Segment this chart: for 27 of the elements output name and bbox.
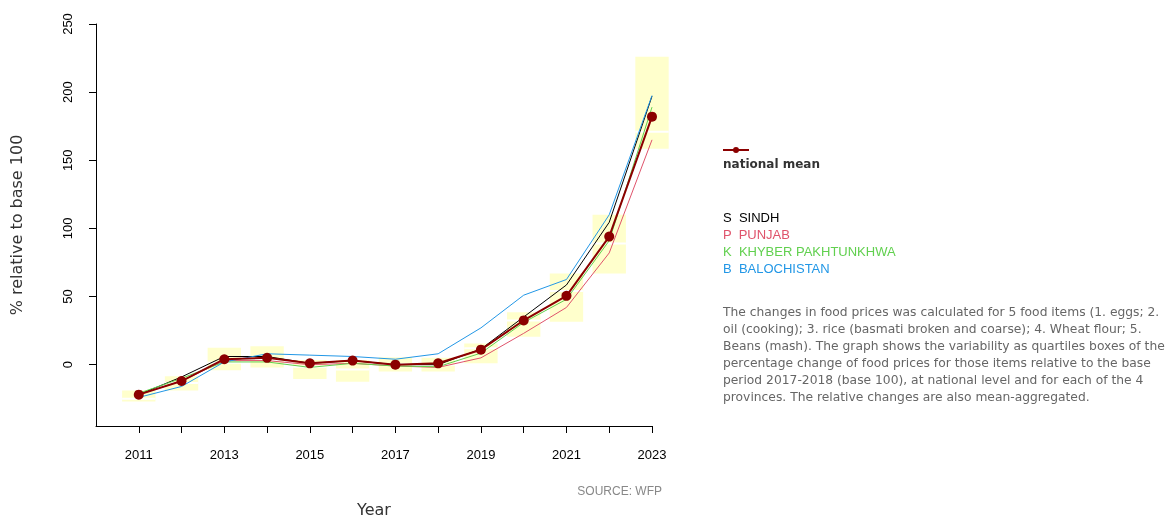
text: The changes in food prices was calculated for 5 food items (1. eggs; 2. oil (cooking); 3. rice (basmati broken and coarse); 4. Wheat flour; 5. Beans (mash). The graph shows the variability as quartiles boxes of the percentage change of food prices for those items relative to the base period 2017-2018 (base 100), at national level and for each of the 4 provinces. The relative changes are also mean-aggregated. — [723, 304, 1166, 406]
y-tick-label: 200 — [60, 81, 75, 103]
y-tick-label: 100 — [60, 217, 75, 240]
point — [347, 355, 358, 366]
point — [561, 290, 572, 301]
x-tick-label: 2019 — [466, 447, 496, 462]
y-tick-label: 0 — [60, 361, 75, 369]
y-tick-label: 250 — [60, 13, 75, 35]
x-tick-label: 2013 — [209, 447, 239, 462]
text: P PUNJAB — [723, 226, 791, 243]
x-axis-title: Year — [356, 499, 392, 519]
point — [647, 111, 657, 122]
text: K KHYBER PAKHTUNKHWA — [723, 243, 896, 260]
x-tick-label: 2023 — [637, 447, 667, 462]
text: B BALOCHISTAN — [723, 260, 831, 277]
y-tick-label: 50 — [60, 289, 75, 304]
x-tick-label: 2015 — [295, 447, 325, 462]
point — [604, 231, 615, 242]
point — [304, 358, 315, 369]
y-axis-title: % relative to base 100 — [6, 134, 26, 316]
x-tick-label: 2011 — [124, 447, 153, 462]
x-tick-label: 2021 — [552, 447, 581, 462]
x-tick-label: 2017 — [380, 447, 410, 462]
source-note: SOURCE: WFP — [576, 484, 662, 498]
y-tick-label: 150 — [60, 149, 75, 172]
text: S SINDH — [723, 209, 781, 226]
legend-label: national mean — [723, 157, 821, 171]
